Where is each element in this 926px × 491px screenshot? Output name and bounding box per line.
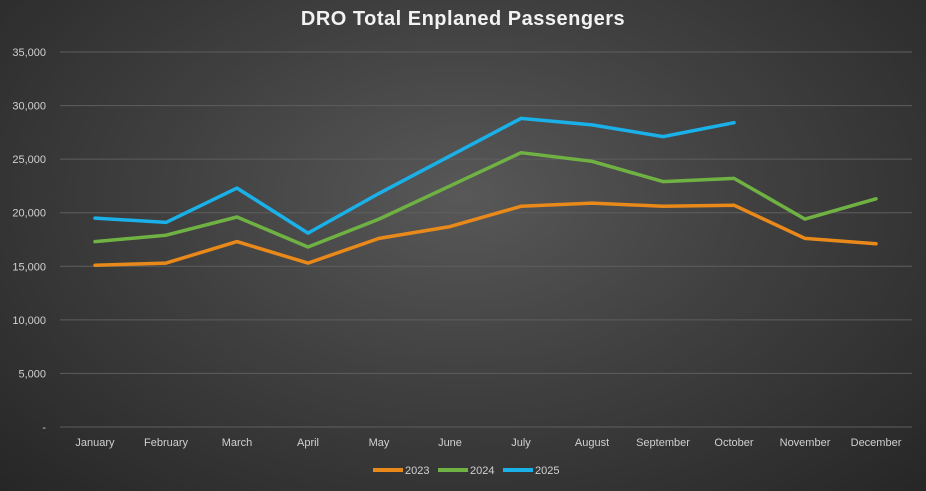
legend: 2023 2024 2025	[373, 465, 559, 477]
x-tick-label: November	[780, 437, 831, 449]
x-tick-label: January	[75, 437, 115, 449]
chart-title: DRO Total Enplaned Passengers	[300, 8, 626, 30]
y-tick-label: 30,000	[12, 101, 46, 113]
legend-label: 2023	[405, 465, 429, 477]
gridlines	[60, 51, 912, 428]
x-tick-label: April	[297, 437, 319, 449]
x-tick-label: May	[369, 437, 390, 449]
x-tick-label: June	[438, 437, 462, 449]
x-tick-label: December	[851, 437, 902, 449]
x-axis-ticks: January February March April May June July Augu…	[75, 437, 901, 449]
x-tick-label: February	[144, 437, 189, 449]
y-axis-ticks: - 5,000 10,000 15,000 20,000 25,000 30,000 35,0…	[12, 47, 46, 434]
y-tick-label: 35,000	[12, 47, 46, 59]
x-tick-label: March	[222, 437, 253, 449]
series-line-2024	[93, 150, 878, 249]
y-tick-label: -	[42, 422, 46, 434]
y-tick-label: 10,000	[12, 315, 46, 327]
y-tick-label: 5,000	[18, 368, 46, 380]
y-tick-label: 25,000	[12, 154, 46, 166]
x-tick-label: October	[714, 437, 753, 449]
y-tick-label: 20,000	[12, 208, 46, 220]
x-tick-label: July	[511, 437, 531, 449]
series-line-2023	[93, 201, 878, 267]
legend-label: 2025	[535, 465, 559, 477]
legend-item-2025: 2025	[503, 465, 559, 477]
series-line-2025	[93, 116, 736, 235]
legend-item-2024: 2024	[438, 465, 494, 477]
legend-item-2023: 2023	[373, 465, 429, 477]
x-tick-label: September	[636, 437, 690, 449]
x-tick-label: August	[575, 437, 609, 449]
y-tick-label: 15,000	[12, 261, 46, 273]
legend-label: 2024	[470, 465, 494, 477]
series-lines	[93, 116, 878, 267]
